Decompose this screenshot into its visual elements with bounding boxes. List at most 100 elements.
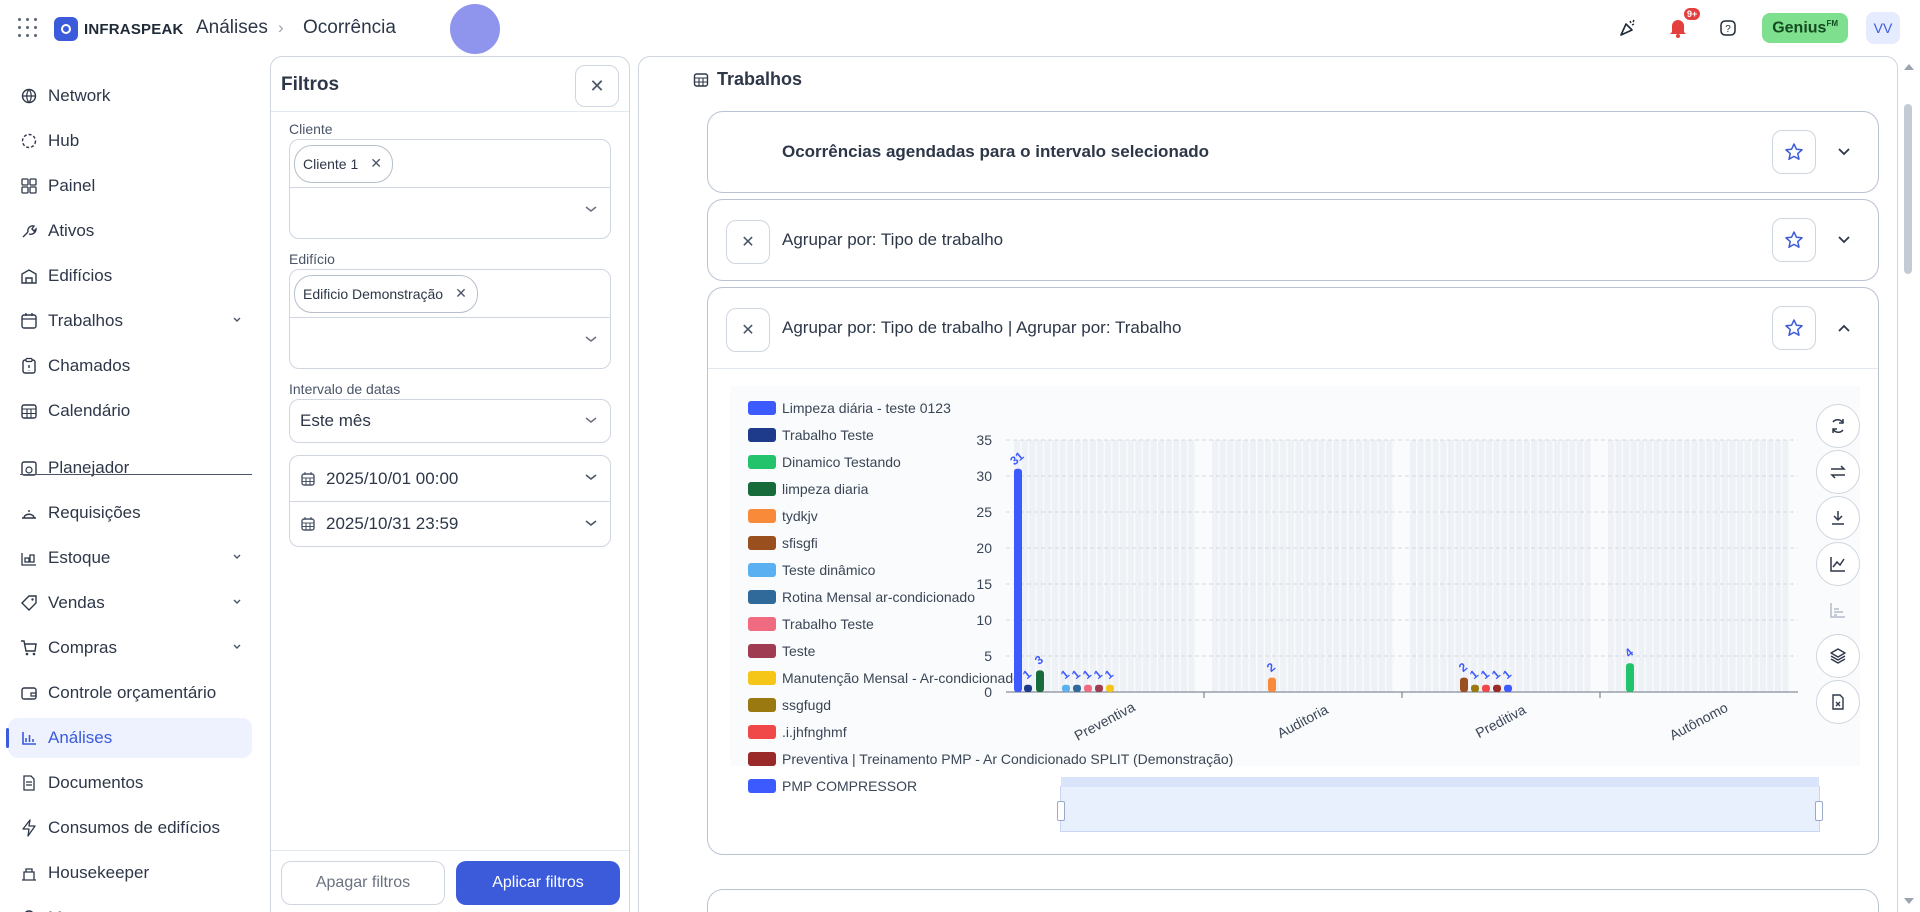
- sidebar-item-edificios[interactable]: Edifícios: [8, 256, 252, 296]
- legend-item[interactable]: Limpeza diária - teste 0123: [748, 394, 1233, 421]
- favorite-button[interactable]: [1772, 130, 1816, 174]
- bar-chart-button[interactable]: [1816, 588, 1860, 632]
- sidebar-item-estoque[interactable]: Estoque: [8, 538, 252, 578]
- cliente-dropdown[interactable]: [290, 188, 610, 238]
- intervalo-select[interactable]: Este mês: [289, 399, 611, 443]
- sidebar-item-compras[interactable]: Compras: [8, 628, 252, 668]
- clear-filters-button[interactable]: Apagar filtros: [281, 861, 445, 905]
- remove-grouping-button[interactable]: ✕: [726, 220, 770, 264]
- zoom-handle-left[interactable]: [1057, 801, 1065, 821]
- genius-fm-button[interactable]: GeniusFM: [1762, 12, 1848, 44]
- remove-grouping-button[interactable]: ✕: [726, 308, 770, 352]
- chevron-down-icon: [585, 474, 597, 481]
- sidebar-item-documentos[interactable]: Documentos: [8, 763, 252, 803]
- legend-item[interactable]: sfisgfi: [748, 529, 1233, 556]
- user-avatar[interactable]: VV: [1866, 12, 1900, 44]
- grid-stripe: [1554, 440, 1561, 692]
- chevron-down-icon[interactable]: [1836, 146, 1852, 158]
- scroll-down-icon[interactable]: [1902, 896, 1916, 906]
- date-end-value: 2025/10/31 23:59: [326, 514, 459, 533]
- star-icon: [1785, 143, 1803, 160]
- legend-item[interactable]: Trabalho Teste: [748, 421, 1233, 448]
- favorite-button[interactable]: [1772, 218, 1816, 262]
- zoom-handle-right[interactable]: [1815, 801, 1823, 821]
- chart-toolbox: [1816, 404, 1860, 725]
- legend-item[interactable]: Dinamico Testando: [748, 448, 1233, 475]
- scrollbar-thumb[interactable]: [1904, 104, 1912, 274]
- legend-item[interactable]: Preventiva | Treinamento PMP - Ar Condic…: [748, 745, 1233, 772]
- sidebar-item-calendario[interactable]: Calendário: [8, 391, 252, 431]
- help-icon[interactable]: ?: [1712, 12, 1744, 44]
- sidebar-item-planejador[interactable]: Planejador: [8, 448, 252, 488]
- sidebar-item-label: Edifícios: [48, 266, 113, 285]
- scroll-up-icon[interactable]: [1902, 62, 1916, 72]
- chart-area: Limpeza diária - teste 0123 Trabalho Test…: [730, 386, 1860, 832]
- legend-item[interactable]: ssgfugd: [748, 691, 1233, 718]
- remove-chip-icon[interactable]: ✕: [455, 285, 467, 301]
- sidebar-item-ativos[interactable]: Ativos: [8, 211, 252, 251]
- swap-axes-button[interactable]: [1816, 450, 1860, 494]
- sidebar-item-requisicoes[interactable]: Requisições: [8, 493, 252, 533]
- close-filters-button[interactable]: ✕: [575, 65, 619, 107]
- cliente-select[interactable]: Cliente 1 ✕: [289, 139, 611, 239]
- legend-label: Trabalho Teste: [782, 615, 874, 632]
- legend-item[interactable]: Manutenção Mensal - Ar-condicionado: [748, 664, 1233, 691]
- sidebar-item-hub[interactable]: Hub: [8, 121, 252, 161]
- legend-item[interactable]: Rotina Mensal ar-condicionado: [748, 583, 1233, 610]
- sidebar-item-network[interactable]: Network: [8, 76, 252, 116]
- page-scrollbar[interactable]: [1898, 56, 1920, 912]
- grid-stripe: [1212, 440, 1219, 692]
- sidebar-item-vendas[interactable]: Vendas: [8, 583, 252, 623]
- breadcrumb-analises[interactable]: Análises: [196, 17, 268, 38]
- date-end-field[interactable]: 2025/10/31 23:59: [290, 501, 610, 546]
- sidebar-item-consumos-de-edificios[interactable]: Consumos de edifícios: [8, 808, 252, 848]
- sidebar-item-label: Controle orçamentário: [48, 683, 217, 702]
- chevron-up-icon[interactable]: [1836, 322, 1852, 334]
- legend-swatch: [748, 751, 776, 766]
- legend-item[interactable]: PMP COMPRESSOR: [748, 772, 1233, 799]
- close-icon: ✕: [589, 75, 605, 96]
- line-chart-button[interactable]: [1816, 542, 1860, 586]
- stack-chart-button[interactable]: [1816, 634, 1860, 678]
- bar-chart: 0 5 10 15 20 25 30 35 Preventiva Auditoria Prediti…: [976, 432, 1798, 744]
- download-chart-button[interactable]: [1816, 496, 1860, 540]
- legend-item[interactable]: Trabalho Teste: [748, 610, 1233, 637]
- sidebar-item-controle-orcamentario[interactable]: Controle orçamentário: [8, 673, 252, 713]
- legend-item[interactable]: Teste dinâmico: [748, 556, 1233, 583]
- bar: [1268, 677, 1276, 692]
- legend-item[interactable]: .i.jhfnghmf: [748, 718, 1233, 745]
- export-excel-button[interactable]: [1816, 680, 1860, 724]
- legend-label: Teste dinâmico: [782, 561, 876, 578]
- sidebar-item-maps[interactable]: Maps: [8, 898, 252, 912]
- legend-item[interactable]: tydkjv: [748, 502, 1233, 529]
- chevron-down-icon[interactable]: [1836, 234, 1852, 246]
- grid-stripe: [1112, 440, 1119, 692]
- sidebar-item-label: Consumos de edifícios: [48, 818, 220, 837]
- grid-stripe: [1386, 440, 1393, 692]
- legend-item[interactable]: limpeza diaria: [748, 475, 1233, 502]
- apply-filters-button[interactable]: Aplicar filtros: [456, 861, 620, 905]
- sidebar-item-analises[interactable]: Análises: [6, 718, 252, 758]
- favorite-button[interactable]: [1772, 306, 1816, 350]
- notifications-bell-icon[interactable]: 9+: [1662, 8, 1701, 44]
- legend-item[interactable]: Teste: [748, 637, 1233, 664]
- chevron-down-icon: [232, 643, 242, 654]
- edificio-dropdown[interactable]: [290, 318, 610, 368]
- brand-logo[interactable]: INFRASPEAK: [54, 17, 184, 41]
- sidebar-item-chamados[interactable]: Chamados: [8, 346, 252, 386]
- data-zoom-slider[interactable]: [1057, 777, 1823, 832]
- sidebar-item-label: Housekeeper: [48, 863, 150, 882]
- sidebar-item-trabalhos[interactable]: Trabalhos: [8, 301, 252, 341]
- celebration-icon[interactable]: [1612, 12, 1644, 44]
- refresh-chart-button[interactable]: [1816, 404, 1860, 448]
- apps-grid-icon[interactable]: [18, 18, 38, 38]
- grid-stripe: [1576, 440, 1583, 692]
- grid-stripe: [1645, 440, 1652, 692]
- sidebar-item-painel[interactable]: Painel: [8, 166, 252, 206]
- sidebar-item-housekeeper[interactable]: Housekeeper: [8, 853, 252, 893]
- edificio-select[interactable]: Edificio Demonstração ✕: [289, 269, 611, 369]
- date-start-field[interactable]: 2025/10/01 00:00: [290, 456, 610, 501]
- grid-stripe: [1699, 440, 1706, 692]
- remove-chip-icon[interactable]: ✕: [370, 155, 382, 171]
- legend-swatch: [748, 724, 776, 739]
